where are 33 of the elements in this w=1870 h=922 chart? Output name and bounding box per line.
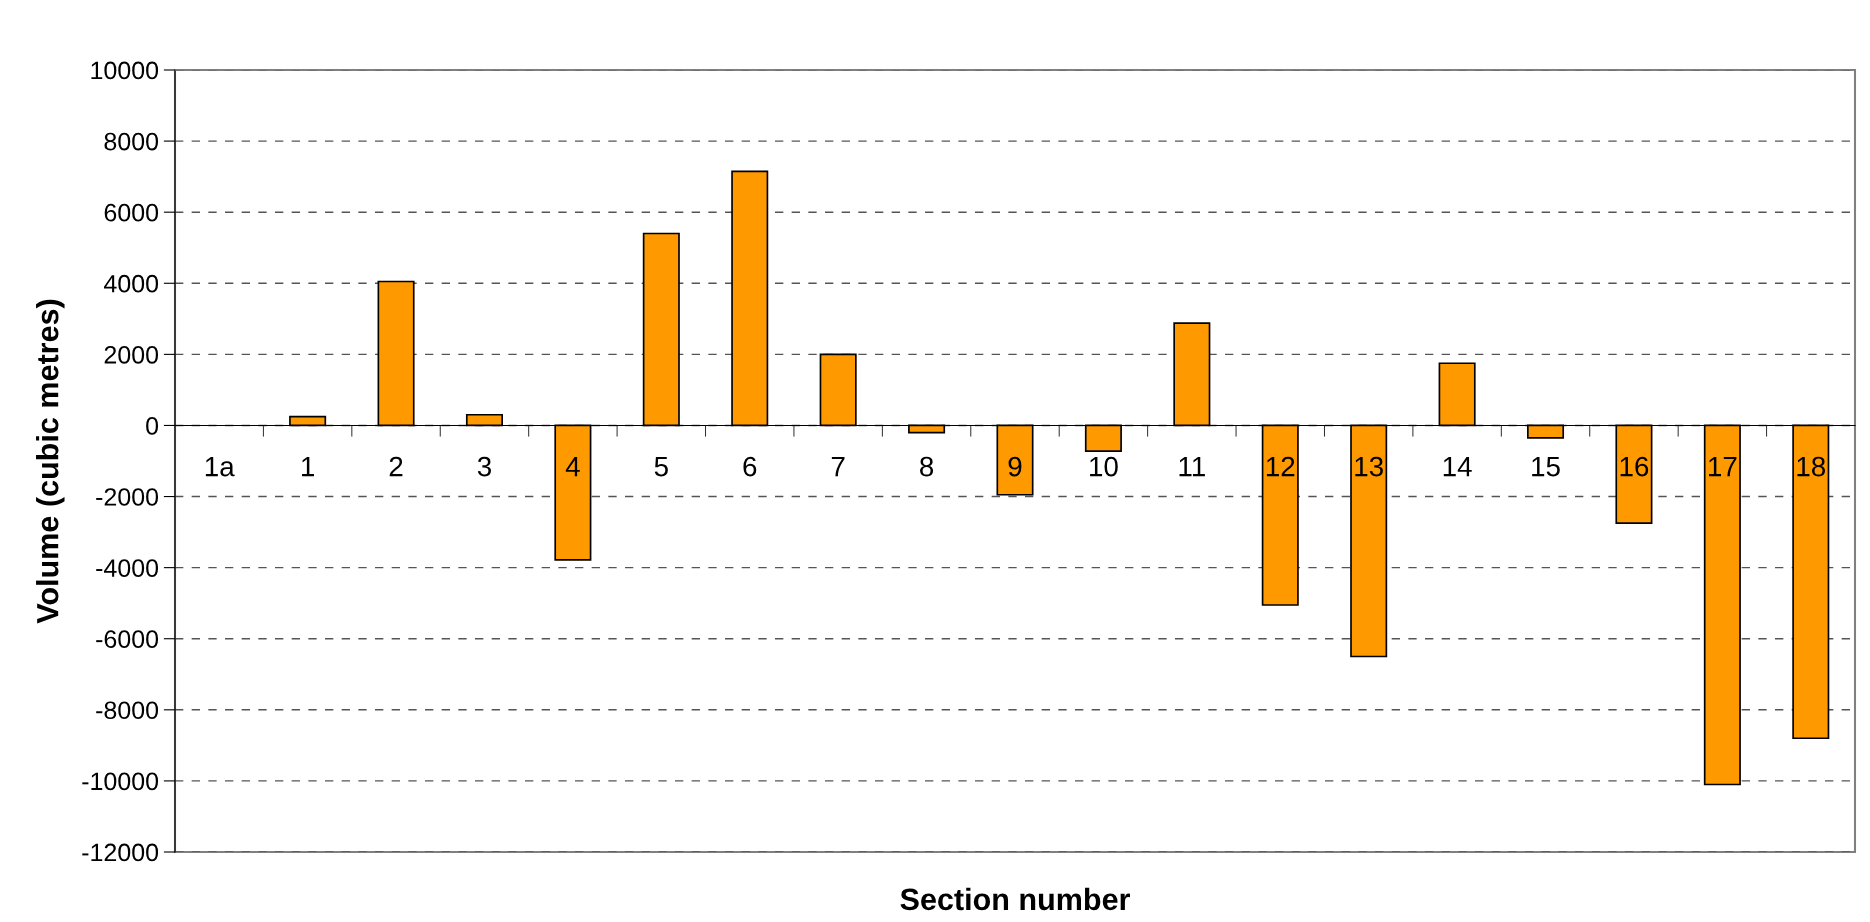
x-tick-label: 16 — [1620, 456, 1649, 477]
y-tick-label: -12000 — [82, 843, 159, 862]
x-tick-label: 13 — [1355, 456, 1383, 477]
x-tick-label: 11 — [1179, 457, 1205, 477]
y-tick-label: -2000 — [96, 488, 159, 506]
y-tick-label: 6000 — [104, 203, 159, 222]
y-tick-label: 4000 — [103, 274, 159, 293]
y-tick-label: 10000 — [91, 61, 159, 80]
x-tick-label: 18 — [1797, 456, 1826, 477]
x-tick-label: 8 — [920, 456, 934, 477]
x-tick-label: 4 — [565, 457, 580, 477]
y-axis-title: Volume (cubic metres) — [36, 299, 65, 624]
x-tick-label: 1a — [205, 457, 235, 477]
y-tick-label: 2000 — [104, 345, 159, 364]
y-tick-label: -10000 — [82, 772, 159, 791]
x-tick-label: 2 — [389, 456, 403, 477]
x-axis-title: Section number — [900, 887, 1130, 911]
x-tick-label: 5 — [654, 457, 668, 477]
y-tick-label: -8000 — [96, 701, 159, 720]
x-tick-label: 7 — [831, 457, 845, 477]
y-tick-label: -6000 — [96, 630, 159, 649]
x-tick-label: 1 — [302, 457, 314, 477]
x-tick-label: 10 — [1090, 456, 1118, 477]
y-tick-label: 0 — [146, 417, 159, 435]
x-tick-label: 12 — [1266, 456, 1295, 477]
x-tick-label: 15 — [1532, 457, 1560, 477]
x-tick-label: 14 — [1443, 457, 1472, 477]
x-tick-label: 3 — [477, 456, 491, 477]
x-tick-label: 17 — [1709, 457, 1737, 477]
y-tick-label: -4000 — [96, 559, 159, 577]
y-tick-label: 8000 — [104, 132, 159, 151]
x-tick-label: 9 — [1008, 456, 1022, 477]
x-tick-label: 6 — [743, 456, 757, 477]
